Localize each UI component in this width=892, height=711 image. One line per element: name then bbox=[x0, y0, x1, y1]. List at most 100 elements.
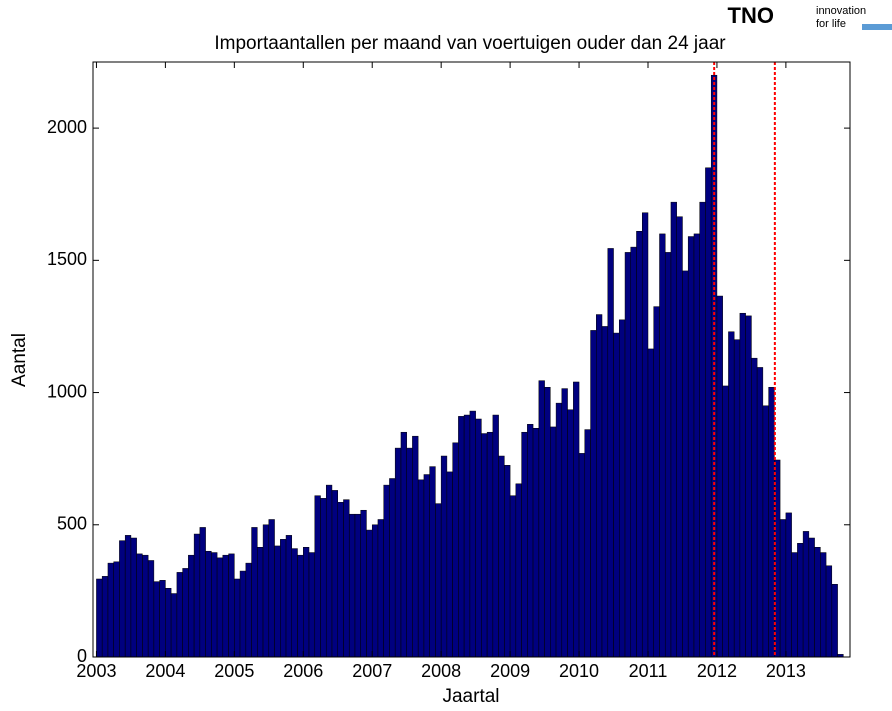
bar bbox=[555, 402, 563, 658]
bar bbox=[188, 554, 195, 658]
bar bbox=[130, 537, 137, 658]
bar bbox=[492, 414, 499, 658]
x-tick-label: 2010 bbox=[559, 661, 599, 681]
bar bbox=[268, 519, 275, 658]
bar bbox=[664, 252, 672, 658]
bar bbox=[400, 431, 407, 658]
bar bbox=[624, 252, 632, 658]
bar bbox=[222, 554, 229, 658]
bar bbox=[147, 560, 155, 658]
y-tick-label: 0 bbox=[77, 646, 87, 666]
bar bbox=[509, 495, 517, 658]
bar bbox=[831, 584, 838, 658]
bar bbox=[337, 502, 344, 658]
bar bbox=[728, 331, 735, 658]
bar bbox=[825, 565, 833, 658]
x-tick-label: 2009 bbox=[490, 661, 530, 681]
bar bbox=[199, 527, 206, 658]
bar bbox=[463, 414, 471, 658]
x-tick-label: 2005 bbox=[214, 661, 254, 681]
bar bbox=[142, 554, 149, 658]
bar bbox=[239, 570, 247, 658]
x-tick-label: 2003 bbox=[76, 661, 116, 681]
x-tick-label: 2006 bbox=[283, 661, 323, 681]
logo-tagline: innovation bbox=[816, 5, 866, 17]
bar bbox=[791, 552, 798, 658]
bar bbox=[561, 388, 568, 658]
bar bbox=[228, 553, 235, 658]
bar bbox=[280, 539, 287, 658]
bar bbox=[423, 474, 430, 658]
bar bbox=[538, 380, 545, 658]
bar bbox=[722, 385, 729, 658]
chart-title: Importaantallen per maand van voertuigen… bbox=[214, 33, 726, 54]
bar bbox=[475, 418, 482, 658]
y-tick-label: 1000 bbox=[47, 381, 87, 401]
bar bbox=[618, 319, 626, 658]
bar bbox=[573, 381, 580, 658]
bar bbox=[291, 548, 298, 658]
bar bbox=[584, 429, 591, 658]
bar bbox=[745, 315, 752, 658]
bar bbox=[544, 387, 551, 658]
bar bbox=[136, 553, 143, 658]
bar bbox=[234, 578, 241, 658]
bar bbox=[601, 326, 608, 658]
bar bbox=[452, 442, 459, 658]
bar bbox=[687, 236, 695, 658]
bar bbox=[406, 447, 413, 658]
bar bbox=[521, 431, 528, 658]
x-tick-label: 2008 bbox=[421, 661, 461, 681]
bar bbox=[193, 533, 201, 658]
bar bbox=[245, 562, 252, 658]
x-axis-label: Jaartal bbox=[442, 686, 499, 707]
bar bbox=[814, 547, 821, 658]
bar bbox=[96, 578, 103, 658]
x-tick-label: 2012 bbox=[697, 661, 737, 681]
bar bbox=[354, 513, 361, 658]
bar bbox=[808, 537, 815, 658]
bar bbox=[705, 167, 712, 658]
bar bbox=[170, 593, 178, 658]
bar bbox=[768, 387, 775, 658]
bar bbox=[481, 433, 488, 658]
bar bbox=[360, 509, 367, 658]
bar bbox=[469, 410, 476, 658]
bar bbox=[159, 580, 166, 658]
x-tick-label: 2011 bbox=[629, 661, 668, 681]
bar bbox=[676, 216, 683, 658]
y-axis-label: Aantal bbox=[9, 333, 30, 387]
x-tick-label: 2007 bbox=[352, 661, 392, 681]
bar bbox=[119, 540, 126, 658]
bar bbox=[165, 587, 172, 658]
bar bbox=[762, 405, 769, 658]
logo-tagline: for life bbox=[816, 18, 846, 30]
bar bbox=[308, 552, 315, 658]
bar bbox=[371, 524, 379, 658]
bar bbox=[751, 357, 758, 658]
bar bbox=[693, 233, 700, 658]
x-tick-label: 2013 bbox=[766, 661, 806, 681]
bar bbox=[417, 479, 425, 658]
bar bbox=[124, 535, 132, 658]
bar bbox=[607, 248, 614, 658]
bar bbox=[314, 495, 321, 658]
bar bbox=[440, 455, 448, 658]
logo-name: TNO bbox=[728, 3, 774, 28]
bar bbox=[504, 465, 511, 658]
bar bbox=[785, 512, 792, 658]
bar bbox=[733, 339, 741, 658]
logo-bar bbox=[862, 24, 892, 30]
bar bbox=[596, 314, 603, 658]
plot-frame bbox=[92, 61, 851, 658]
bar bbox=[458, 416, 465, 658]
bar bbox=[113, 561, 120, 658]
bar bbox=[802, 531, 810, 658]
bar bbox=[211, 552, 218, 658]
bar bbox=[435, 503, 442, 658]
bar bbox=[486, 431, 494, 658]
bar bbox=[779, 519, 787, 658]
bar bbox=[590, 330, 597, 658]
y-tick-label: 1500 bbox=[47, 249, 87, 269]
bar bbox=[285, 535, 293, 658]
